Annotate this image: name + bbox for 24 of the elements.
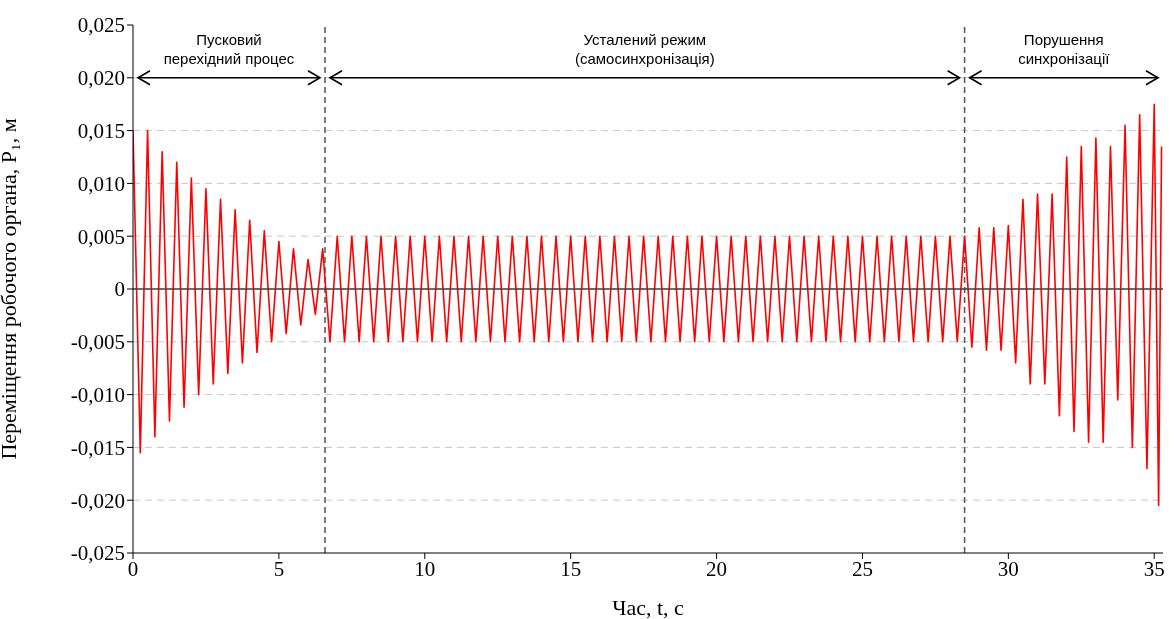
- y-tick-label: -0,015: [70, 435, 125, 460]
- y-tick-label: -0,005: [70, 330, 125, 355]
- y-tick-label: 0,025: [77, 13, 125, 38]
- x-tick-label: 30: [997, 556, 1019, 581]
- y-axis-title: Переміщення робочого органа, P₁, м: [0, 118, 21, 460]
- x-tick-label: 20: [706, 556, 728, 581]
- annotation: Пусковий перехідний процес: [163, 30, 295, 67]
- y-tick-label: 0,020: [77, 66, 125, 91]
- x-tick-label: 35: [1143, 556, 1165, 581]
- y-tick-label: 0: [114, 277, 125, 302]
- y-tick-label: 0,005: [77, 224, 125, 249]
- x-tick-label: 15: [560, 556, 582, 581]
- x-tick-label: 10: [414, 556, 436, 581]
- x-tick-label: 5: [273, 556, 285, 581]
- annotation: Усталений режим (самосинхронізація): [574, 30, 715, 67]
- y-tick-label: 0,010: [77, 171, 125, 196]
- y-tick-label: 0,015: [77, 119, 125, 144]
- x-tick-label: 25: [851, 556, 873, 581]
- line-series: [133, 103, 1163, 507]
- y-tick-label: -0,010: [70, 383, 125, 408]
- x-axis-title: Час, t, с: [612, 595, 685, 619]
- y-tick-label: -0,025: [70, 541, 125, 566]
- y-tick-label: -0,020: [70, 488, 125, 513]
- annotation: Порушення синхронізації: [1018, 30, 1111, 67]
